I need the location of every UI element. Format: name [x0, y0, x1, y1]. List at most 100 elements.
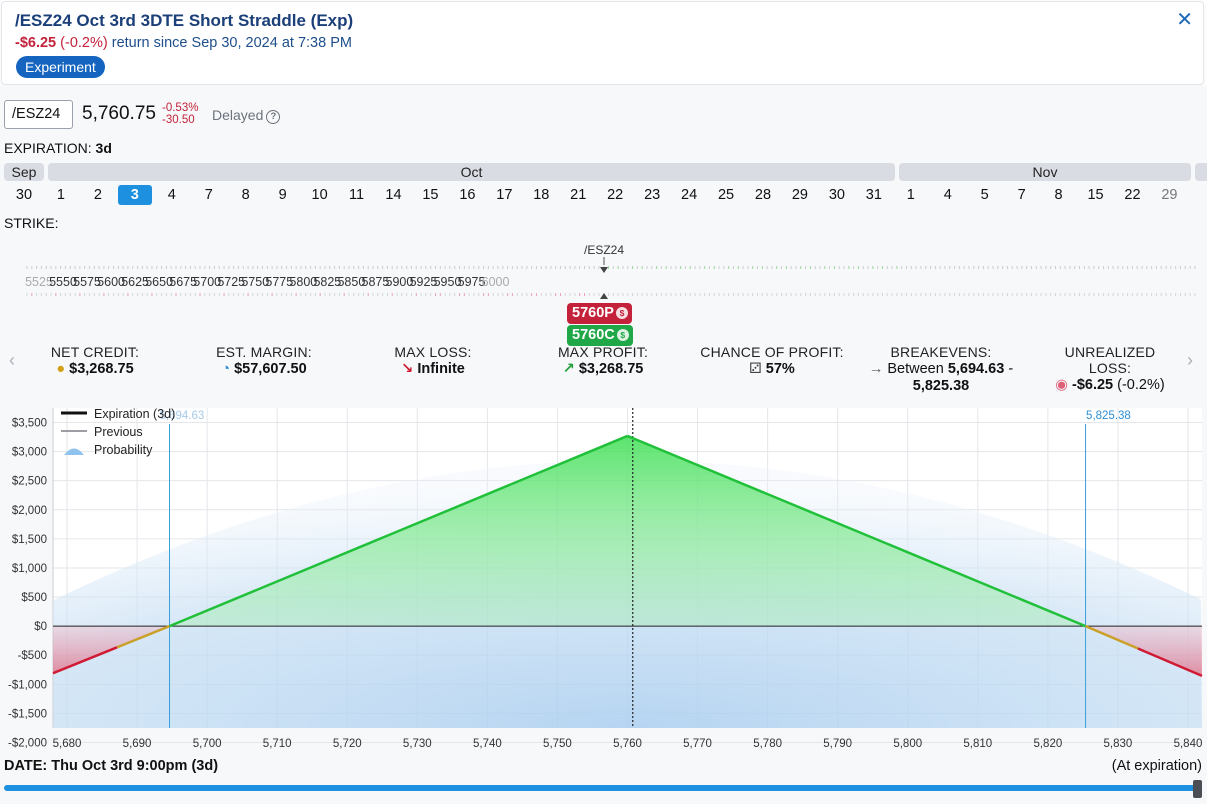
expiration-day[interactable]: 24: [681, 187, 698, 203]
expiration-day[interactable]: 16: [459, 187, 476, 203]
strike-label: STRIKE:: [4, 215, 59, 231]
expiration-day[interactable]: 31: [865, 187, 882, 203]
expiration-day[interactable]: 10: [311, 187, 328, 203]
delayed-indicator[interactable]: Delayed?: [212, 107, 281, 124]
x-tick-label: 5,730: [403, 738, 432, 750]
x-tick-label: 5,690: [123, 738, 152, 750]
expiration-day[interactable]: 15: [422, 187, 439, 203]
strategy-header: /ESZ24 Oct 3rd 3DTE Short Straddle (Exp)…: [1, 1, 1204, 85]
month-sep: Sep: [4, 163, 44, 181]
stat-net-credit: NET CREDIT: ● $3,268.75: [51, 344, 139, 377]
y-tick-label: -$500: [18, 650, 47, 662]
expiration-day[interactable]: 29: [791, 187, 808, 203]
month-nov: Nov: [899, 163, 1191, 181]
call-leg-label: 5760C: [572, 327, 615, 343]
strike-tick-label: 5850: [337, 275, 366, 289]
y-tick-label: -$1,500: [8, 708, 47, 720]
expiration-day[interactable]: 4: [943, 187, 952, 203]
symbol-input[interactable]: /ESZ24: [4, 100, 73, 129]
expiration-day[interactable]: 8: [1054, 187, 1063, 203]
x-tick-label: 5,810: [963, 738, 992, 750]
experiment-badge[interactable]: Experiment: [16, 56, 105, 78]
breakevens-label: BREAKEVENS:: [890, 344, 992, 360]
expiration-day[interactable]: 14: [385, 187, 402, 203]
close-icon[interactable]: ✕: [1176, 9, 1193, 31]
net-credit-value: $3,268.75: [69, 361, 134, 377]
y-tick-label: -$2,000: [8, 738, 47, 750]
change-pct: -0.53%: [162, 102, 199, 114]
expiration-day[interactable]: 30: [15, 187, 33, 203]
strike-tick-label: 5900: [385, 275, 414, 289]
at-expiration-label: (At expiration): [1111, 758, 1202, 774]
stat-max-profit: MAX PROFIT: ↗ $3,268.75: [558, 344, 648, 377]
expiration-day[interactable]: 8: [241, 187, 250, 203]
payoff-segment: [116, 624, 170, 649]
profit-area: [169, 435, 1086, 627]
breakevens-prefix: Between: [887, 361, 944, 377]
expiration-day[interactable]: 3: [117, 185, 152, 205]
stat-est-margin: EST. MARGIN: ◔ $57,607.50: [216, 344, 312, 377]
strike-tick-label: 5600: [97, 275, 125, 289]
dollar-icon: $: [615, 307, 628, 319]
strike-tick-label: 5725: [217, 275, 246, 289]
expiration-day[interactable]: 5: [980, 187, 989, 203]
date-slider-handle[interactable]: [1193, 780, 1202, 798]
expiration-day[interactable]: 30: [828, 187, 845, 203]
expiration-day[interactable]: 7: [204, 187, 213, 203]
x-tick-label: 5,740: [473, 738, 502, 750]
call-leg-5760c[interactable]: 5760C $: [567, 325, 633, 346]
date-value: Thu Oct 3rd 9:00pm (3d): [51, 758, 219, 774]
return-amount: -$6.25: [15, 35, 57, 51]
x-tick-label: 5,680: [53, 738, 82, 750]
expiration-day[interactable]: 17: [496, 187, 513, 203]
expiration-day[interactable]: 7: [1017, 187, 1026, 203]
y-tick-label: $2,000: [12, 505, 47, 517]
put-leg-5760p[interactable]: 5760P $: [567, 303, 632, 324]
strike-ladder[interactable]: [0, 255, 1207, 305]
max-loss-label: MAX LOSS:: [394, 344, 472, 360]
expiration-day[interactable]: 18: [533, 187, 550, 203]
y-tick-label: $2,500: [12, 476, 47, 488]
pnl-chart[interactable]: $3,500 $3,000 $2,500 $2,000 $1,500 $1,000 $500…: [0, 404, 1207, 754]
expiration-day[interactable]: 2: [93, 187, 102, 203]
x-tick-label: 5,720: [333, 738, 362, 750]
expiration-day[interactable]: 1: [906, 187, 915, 203]
strike-tick-label: 5550: [49, 275, 77, 289]
max-loss-value: Infinite: [417, 361, 465, 377]
unrealized-loss-label: UNREALIZED LOSS:: [1064, 344, 1156, 376]
coins-icon: ●: [56, 361, 66, 377]
underlying-price: 5,760.75: [82, 103, 156, 124]
date-title: DATE:: [4, 758, 48, 774]
dollar-icon: $: [616, 329, 629, 341]
y-tick-label: $1,000: [12, 563, 47, 575]
expiration-day[interactable]: 1: [56, 187, 65, 203]
expiration-label: EXPIRATION: 3d: [4, 140, 112, 156]
expiration-day[interactable]: 23: [644, 187, 661, 203]
chevron-right-icon[interactable]: ›: [1187, 350, 1193, 370]
dice-icon: ⚂: [749, 361, 762, 377]
x-tick-label: 5,700: [193, 738, 222, 750]
help-icon[interactable]: ?: [266, 110, 281, 124]
pie-icon: ◔: [221, 361, 231, 377]
month-next: [1195, 163, 1207, 181]
expiration-day[interactable]: 25: [717, 187, 735, 203]
date-slider[interactable]: [4, 785, 1197, 791]
breakevens-sep: -: [1008, 361, 1014, 377]
expiration-day[interactable]: 22: [1124, 187, 1141, 203]
expiration-day[interactable]: 22: [607, 187, 624, 203]
chevron-left-icon[interactable]: ‹: [9, 350, 15, 370]
expiration-day[interactable]: 28: [754, 187, 772, 203]
return-pct: (-0.2%): [60, 35, 108, 51]
expiration-day[interactable]: 15: [1087, 187, 1104, 203]
max-profit-value: $3,268.75: [578, 361, 644, 377]
expiration-day[interactable]: 11: [349, 187, 365, 203]
expiration-day[interactable]: 4: [167, 187, 176, 203]
expiration-day[interactable]: 29: [1161, 187, 1178, 203]
x-tick-label: 5,710: [263, 738, 292, 750]
strike-tick-label: 5975: [457, 275, 486, 289]
expiration-value: 3d: [95, 140, 112, 156]
breakeven-label: 5,694.63: [160, 410, 205, 422]
expiration-day[interactable]: 21: [570, 187, 587, 203]
expiration-day[interactable]: 9: [278, 187, 287, 203]
est-margin-label: EST. MARGIN:: [216, 344, 312, 360]
